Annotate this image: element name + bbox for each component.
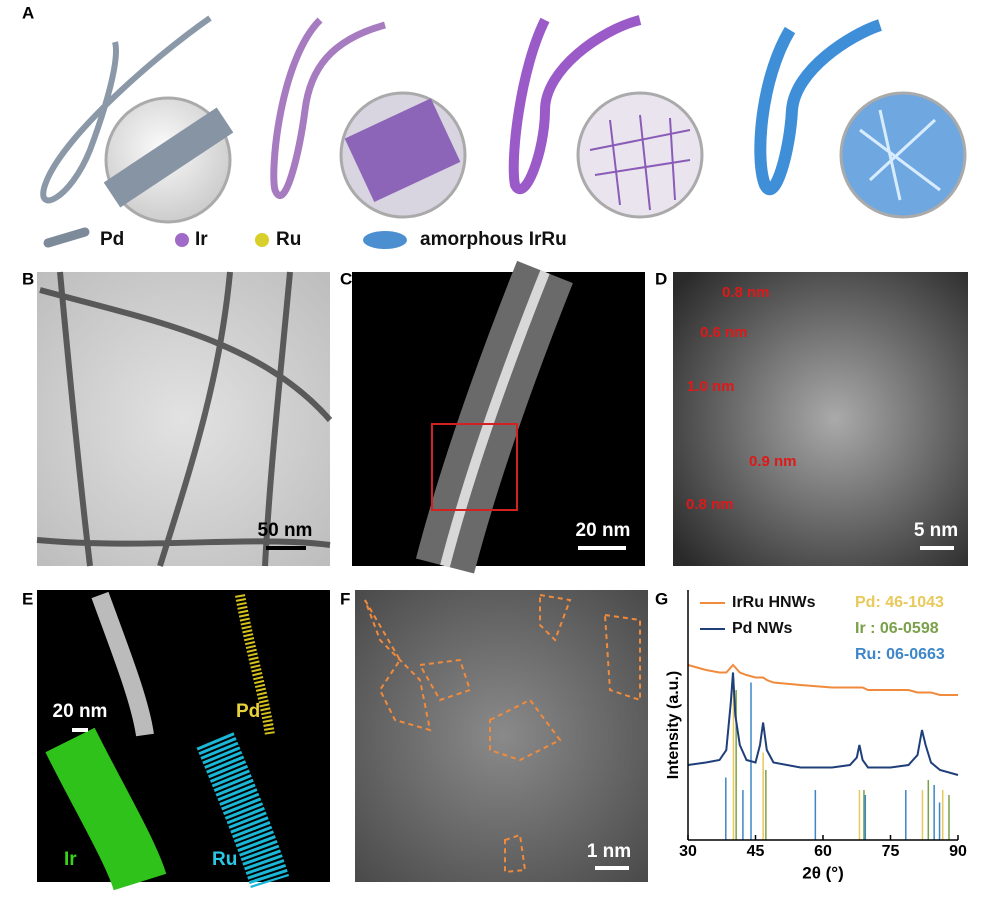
x-tick-label: 45 — [747, 843, 765, 860]
legend-icon — [363, 231, 407, 249]
scale-bar-label: 5 nm — [914, 520, 958, 541]
scale-bar-label: 20 nm — [576, 520, 631, 541]
xrd-curve — [687, 672, 959, 776]
x-tick-label: 75 — [882, 843, 900, 860]
scale-bar — [920, 546, 954, 550]
panel-label: E — [22, 589, 33, 608]
reference-label: Ru: 06-0663 — [855, 646, 945, 663]
zoom-circle — [576, 91, 704, 219]
hrtem-image — [673, 272, 968, 566]
spacing-label: 0.9 nm — [749, 453, 797, 470]
reference-label: Ir : 06-0598 — [855, 620, 939, 637]
nanowires — [36, 271, 333, 567]
scale-bar — [72, 728, 88, 732]
x-axis-label: 2θ (°) — [802, 863, 844, 882]
x-tick-label: 90 — [949, 843, 967, 860]
panel-label: G — [655, 589, 668, 608]
panel-label: D — [655, 269, 667, 288]
scale-bar — [578, 546, 626, 550]
scale-bar-label: 20 nm — [53, 701, 108, 722]
spacing-label: 0.8 nm — [686, 496, 734, 513]
ir-ru-wire — [270, 17, 386, 200]
pd-rod — [103, 107, 234, 208]
panel-f: F 1 nm — [340, 589, 648, 882]
legend-text: Ir — [195, 229, 208, 250]
panel-d: D 0.8 nm 0.6 nm 1.0 nm 0.9 nm 0.8 nm 5 n… — [655, 269, 968, 566]
panel-label: A — [22, 3, 34, 22]
map-label: Pd — [236, 701, 260, 722]
ru-map — [196, 732, 290, 889]
legend-icon — [43, 227, 90, 248]
spacing-label: 0.6 nm — [700, 324, 748, 341]
legend-text: Pd NWs — [732, 620, 793, 637]
xrd-curve — [687, 663, 958, 696]
panel-b: B 50 nm — [22, 269, 333, 567]
x-tick-label: 30 — [679, 843, 697, 860]
amorphous-outlines — [364, 593, 641, 874]
ir-wire — [508, 15, 642, 195]
y-axis-label: Intensity (a.u.) — [665, 671, 682, 779]
panel-label: B — [22, 269, 34, 288]
panel-label: C — [340, 269, 352, 288]
panel-e: E 20 nm Pd Ir Ru — [22, 589, 330, 891]
scale-bar-label: 50 nm — [258, 520, 313, 541]
irru-wire — [754, 19, 883, 196]
map-label: Ru — [212, 849, 237, 870]
legend-text: Pd — [100, 229, 124, 250]
legend-icon — [175, 233, 189, 247]
spacing-label: 0.8 nm — [722, 284, 770, 301]
reference-label: Pd: 46-1043 — [855, 594, 944, 611]
panel-a: A Pd Ir Ru amorphous IrRu — [22, 3, 967, 250]
panel-c: C 20 nm — [340, 260, 645, 574]
zoom-circle — [839, 91, 967, 219]
wire-core — [440, 270, 550, 568]
atom-layer — [344, 98, 461, 203]
scale-bar — [595, 866, 629, 870]
spacing-label: 1.0 nm — [687, 378, 735, 395]
legend-text: IrRu HNWs — [732, 594, 816, 611]
panel-label: F — [340, 589, 350, 608]
haadf-wire — [91, 591, 154, 737]
ir-map — [45, 727, 167, 891]
x-tick-label: 60 — [814, 843, 832, 860]
map-label: Ir — [64, 849, 77, 870]
hrtem-image — [355, 590, 648, 882]
pd-wire — [40, 15, 212, 204]
lattice — [589, 114, 691, 211]
scale-bar — [266, 546, 306, 550]
legend-text: amorphous IrRu — [420, 229, 567, 250]
legend-icon — [255, 233, 269, 247]
sheets — [859, 109, 941, 201]
legend-text: Ru — [276, 229, 301, 250]
scale-bar-label: 1 nm — [587, 841, 631, 862]
panel-g: G Pd: 46-1043 Ir : 06-0598 Ru: 06-0663 IrRu… — [655, 589, 967, 882]
zoom-box — [431, 423, 518, 511]
